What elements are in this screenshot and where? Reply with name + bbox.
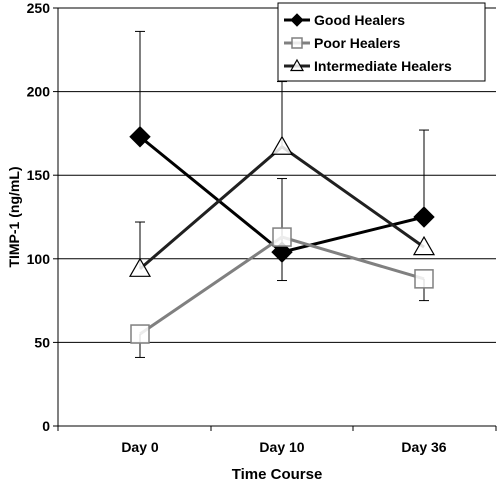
y-tick-label: 100 (27, 251, 51, 267)
legend-label: Poor Healers (314, 35, 401, 51)
data-point-diamond (290, 13, 304, 27)
legend-label: Intermediate Healers (314, 58, 452, 74)
series-markers (128, 126, 436, 344)
data-point-diamond (271, 241, 293, 263)
data-point-square (130, 324, 150, 344)
data-point-square (272, 227, 292, 247)
x-axis-ticks: Day 0 Day 10 Day 36 (57, 426, 497, 455)
data-point-diamond (413, 206, 435, 228)
data-point-square (291, 37, 303, 49)
legend-box (277, 2, 486, 82)
legend-entries: Good Healers Poor Healers Intermediate Hea… (284, 12, 452, 74)
y-tick-label: 200 (27, 84, 51, 100)
data-point-triangle (289, 58, 305, 72)
data-point-triangle (128, 257, 152, 277)
x-axis-label: Time Course (232, 466, 323, 483)
error-bars (135, 30, 429, 358)
y-tick-label: 250 (27, 0, 51, 16)
data-point-triangle (270, 135, 294, 155)
legend-label: Good Healers (314, 12, 405, 28)
x-tick-label: Day 0 (121, 439, 159, 455)
y-axis-ticks: 0 50 100 150 200 250 (27, 0, 58, 434)
y-tick-label: 150 (27, 167, 51, 183)
x-tick-label: Day 36 (401, 439, 446, 455)
y-axis-label: TIMP-1 (ng/mL) (6, 166, 22, 267)
data-point-square (414, 269, 434, 289)
data-point-triangle (412, 235, 436, 256)
data-point-diamond (129, 126, 151, 148)
legend: Good Healers Poor Healers Intermediate Hea… (277, 2, 486, 82)
x-tick-label: Day 10 (259, 439, 304, 455)
gridlines (58, 7, 496, 343)
y-tick-label: 0 (42, 418, 50, 434)
y-tick-label: 50 (34, 334, 50, 350)
